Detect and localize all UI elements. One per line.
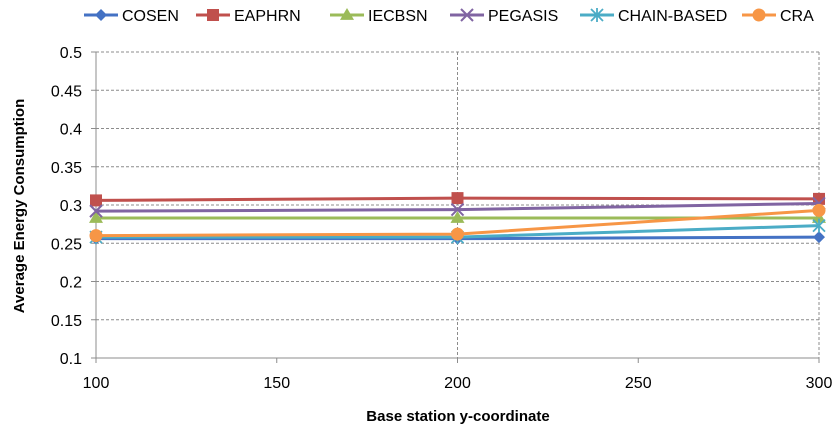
x-tick-label: 150 (263, 375, 290, 392)
y-tick-label: 0.2 (60, 275, 82, 292)
y-tick-label: 0.25 (51, 236, 82, 253)
y-tick-label: 0.15 (51, 313, 82, 330)
x-tick-label: 300 (806, 375, 833, 392)
data-point-marker (89, 211, 103, 223)
gridlines (96, 51, 820, 358)
legend-label: CRA (780, 8, 814, 25)
series-group (89, 192, 826, 245)
data-point-marker (89, 229, 103, 243)
x-tick-label: 200 (444, 375, 471, 392)
data-point-marker (450, 202, 465, 217)
y-axis-label: Average Energy Consumption (11, 99, 28, 313)
legend-item: PEGASIS (450, 8, 558, 25)
x-tick-label: 250 (625, 375, 652, 392)
legend-label: EAPHRN (234, 8, 301, 25)
legend-item: IECBSN (330, 8, 428, 25)
legend-marker (95, 9, 107, 21)
legend-marker (590, 8, 604, 22)
x-tick-label: 100 (83, 375, 110, 392)
data-point-marker (451, 227, 464, 241)
data-point-marker (89, 204, 103, 218)
data-point-marker (90, 194, 102, 207)
legend-marker (207, 9, 219, 21)
legend-marker (460, 8, 474, 22)
legend-marker (752, 8, 766, 22)
data-point-marker (812, 203, 826, 217)
legend-marker (340, 8, 354, 20)
legend: COSEN EAPHRN IECBSN PEGASIS CHAIN-BASED CRA (84, 8, 814, 25)
legend-item: EAPHRN (196, 8, 301, 25)
legend-item: CRA (742, 8, 814, 25)
data-point-marker (812, 218, 826, 233)
y-tick-label: 0.5 (60, 45, 82, 62)
tick-labels: 0.1 0.15 0.2 0.25 0.3 0.35 0.4 0.45 0.5 100 150 200… (51, 45, 833, 392)
y-tick-label: 0.45 (51, 83, 82, 100)
legend-label: COSEN (122, 8, 179, 25)
legend-label: PEGASIS (488, 8, 558, 25)
legend-item: COSEN (84, 8, 179, 25)
legend-item: CHAIN-BASED (580, 8, 727, 25)
legend-label: CHAIN-BASED (618, 8, 727, 25)
data-point-marker (450, 211, 465, 223)
legend-label: IECBSN (368, 8, 428, 25)
y-tick-label: 0.1 (60, 351, 82, 368)
x-axis-label: Base station y-coordinate (366, 408, 549, 425)
y-tick-label: 0.3 (60, 198, 82, 215)
data-point-marker (812, 211, 826, 223)
y-tick-label: 0.4 (60, 122, 82, 139)
data-point-marker (451, 192, 464, 205)
data-point-marker (813, 231, 825, 244)
y-tick-label: 0.35 (51, 160, 82, 177)
series-cra (89, 203, 826, 243)
